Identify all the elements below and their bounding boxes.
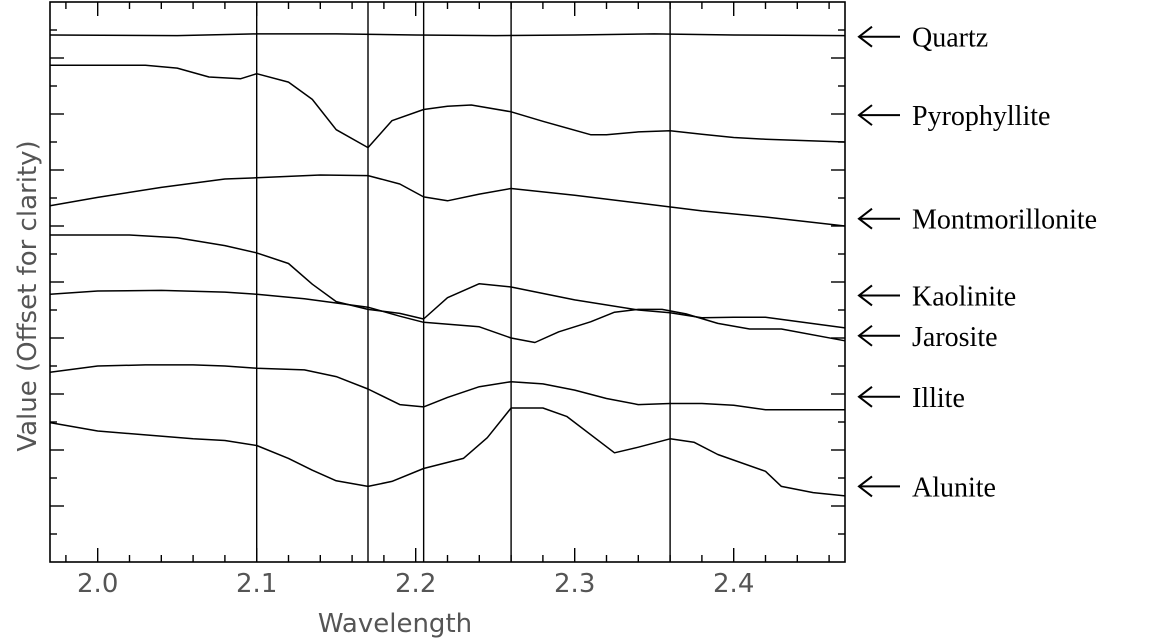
x-tick-labels: 2.0 2.1 2.2 2.3 2.4	[77, 569, 754, 599]
arrow-head-icon	[857, 324, 873, 347]
mineral-label-jarosite: Jarosite	[857, 322, 998, 353]
mineral-label-text: Quartz	[912, 23, 988, 54]
x-axis-label: Wavelength	[318, 609, 472, 639]
arrow-head-icon	[857, 25, 873, 48]
mineral-label-pyrophyllite: Pyrophyllite	[857, 101, 1050, 132]
mineral-label-text: Alunite	[912, 472, 996, 503]
mineral-label-text: Montmorillonite	[912, 205, 1097, 236]
y-axis-label: Value (Offset for clarity)	[13, 140, 43, 451]
series-line-montmorillonite	[49, 174, 846, 227]
plot-frame-border	[49, 1, 846, 563]
arrow-head-icon	[857, 104, 873, 126]
arrow-head-icon	[857, 284, 873, 307]
mineral-labels: Quartz Pyrophyllite Montmorillonite Kaolini…	[857, 23, 1097, 503]
reference-lines	[256, 2, 671, 562]
series-line-pyrophyllite	[50, 64, 846, 149]
mineral-label-alunite: Alunite	[857, 472, 996, 503]
mineral-label-quartz: Quartz	[857, 23, 988, 54]
series-line-illite	[49, 364, 845, 411]
mineral-label-kaolinite: Kaolinite	[857, 281, 1016, 312]
plot-frame	[49, 1, 846, 563]
arrow-head-icon	[857, 386, 873, 408]
arrow-head-icon	[857, 475, 873, 498]
x-tick-label: 2.1	[236, 569, 277, 599]
mineral-label-text: Jarosite	[912, 322, 998, 353]
series-line-jarosite	[49, 289, 846, 344]
series-line-quartz	[49, 33, 846, 37]
mineral-label-text: Pyrophyllite	[912, 101, 1050, 132]
mineral-label-montmorillonite: Montmorillonite	[857, 205, 1097, 236]
x-tick-label: 2.2	[395, 569, 436, 599]
mineral-label-illite: Illite	[857, 383, 965, 414]
x-tick-label: 2.4	[713, 569, 754, 599]
x-tick-label: 2.3	[554, 569, 595, 599]
axis-ticks	[50, 2, 845, 562]
series-line-kaolinite	[50, 234, 846, 329]
mineral-label-text: Kaolinite	[912, 281, 1016, 312]
spectra-series	[49, 33, 846, 497]
series-line-alunite	[49, 407, 846, 497]
mineral-label-text: Illite	[912, 383, 965, 414]
arrow-head-icon	[857, 207, 873, 230]
x-tick-label: 2.0	[77, 569, 118, 599]
